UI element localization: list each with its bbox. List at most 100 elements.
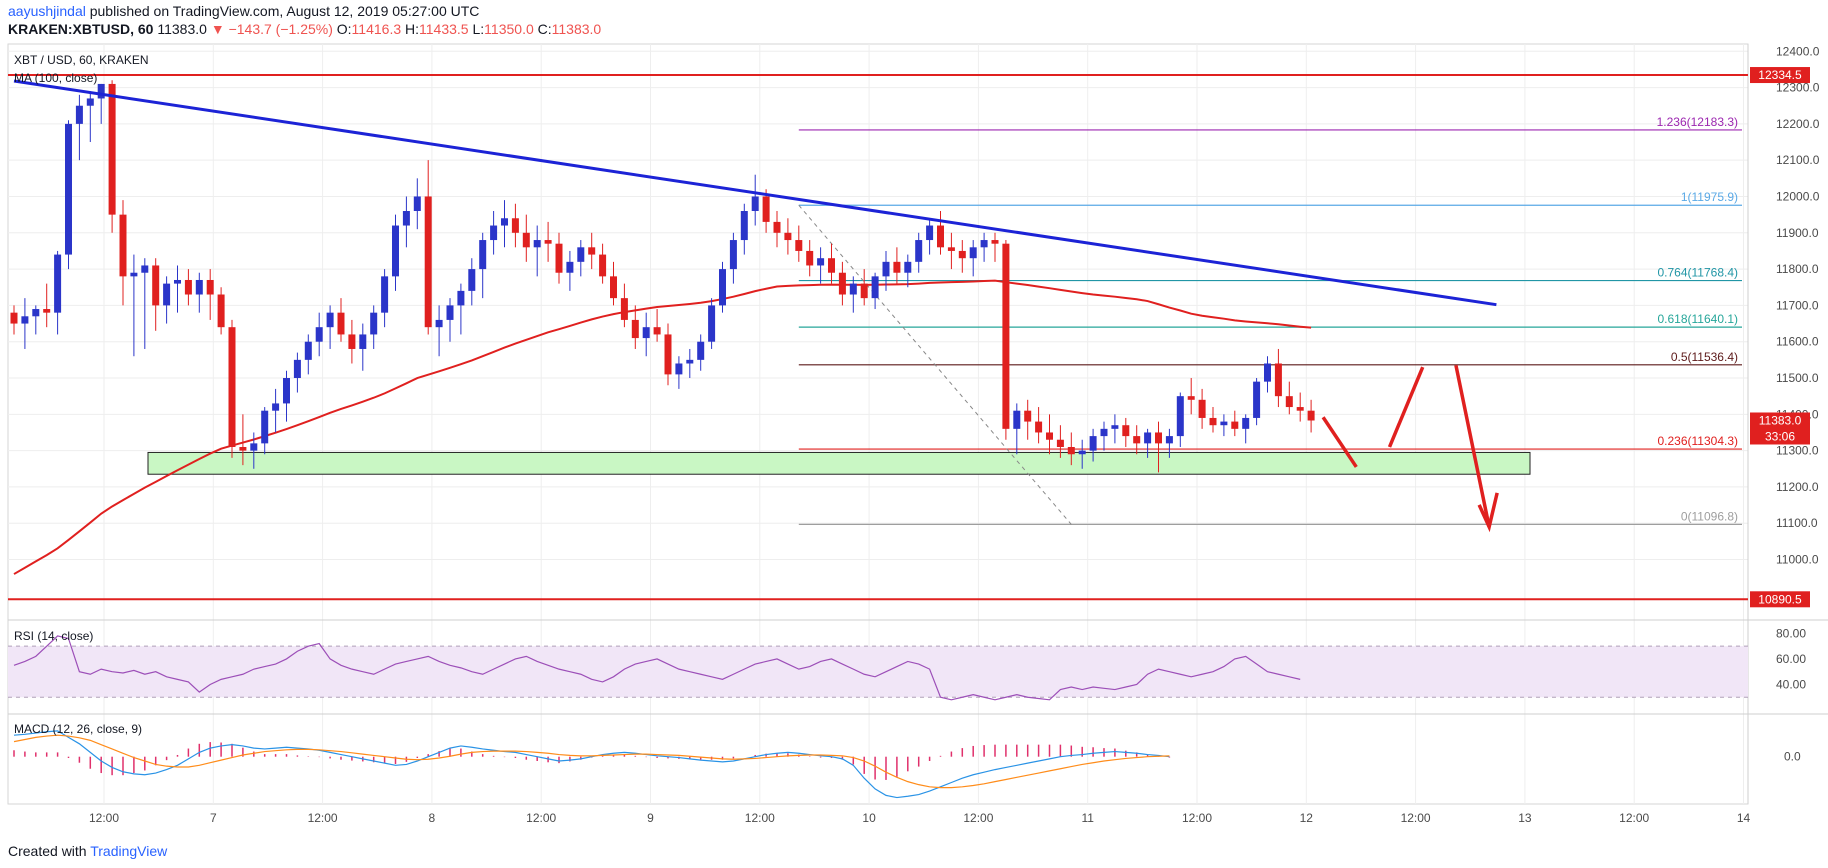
bar-countdown-label: 33:06 [1765,429,1795,443]
candle-body [947,247,955,251]
trendline [13,79,1497,307]
candle-body [1100,428,1108,437]
candle-body [958,250,966,259]
candle-body [457,290,465,306]
x-tick-label: 9 [647,811,654,825]
candle-body [1089,436,1097,451]
candle-body [21,316,29,324]
rsi-pane-label: RSI (14, close) [14,629,93,643]
candle-body [784,232,792,241]
candle-body [392,225,399,277]
candle-body [293,359,301,379]
created-with: Created with [8,843,87,859]
x-tick-label: 14 [1737,811,1751,825]
candle-body [1285,396,1293,408]
x-tick-label: 12:00 [963,811,993,825]
candle-body [217,294,225,328]
signal-line [13,734,1170,789]
candle-body [511,218,519,233]
level-price-tag [1750,67,1810,84]
candle-body [32,309,40,317]
candle-body [326,312,334,328]
candle-body [490,225,498,241]
fib-level-label: 0.5(11536.4) [1671,350,1738,364]
candle-body [708,305,716,342]
fib-level-label: 0.764(11768.4) [1657,266,1738,280]
open-label: O: [336,21,352,37]
price-pane[interactable]: 1.236(12183.3) 1(11975.9) 0.764(11768.4) 0.… [8,74,1748,601]
y-tick-label: 11000.0 [1776,553,1819,567]
candle-body [174,279,181,284]
y-tick-label: 12200.0 [1776,117,1820,131]
candle-body [272,403,280,411]
y-tick-label: 12400.0 [1776,44,1820,58]
candle-body [75,105,83,124]
candle-body [195,279,203,295]
candle-body [544,240,552,244]
current-price-label: 11383.0 [1759,413,1802,427]
low-label: L: [472,21,485,37]
projection-arrow [1321,416,1358,468]
candle-body [969,247,977,259]
candle-body [860,283,868,299]
candle-body [1046,432,1053,440]
candle-body [915,240,923,262]
candle-body [926,225,934,241]
author-link[interactable]: aayushjindal [8,3,86,19]
candle-body [304,341,312,360]
fib-level-label: 1(11975.9) [1681,190,1738,204]
y-tick-label: 11500.0 [1776,371,1819,385]
candle-body [817,258,825,266]
y-tick-label: 11900.0 [1776,226,1819,240]
fib-level-label: 0.618(11640.1) [1657,312,1738,326]
y-tick-label: 12000.0 [1776,189,1820,203]
candle-body [108,83,116,215]
macd-pane-label: MACD (12, 26, close, 9) [14,722,142,736]
candle-body [1122,425,1130,437]
candle-body [871,276,879,299]
publish-info: aayushjindal published on TradingView.co… [8,3,479,19]
rsi-pane[interactable] [13,635,1301,701]
candle-body [1274,363,1282,397]
y-tick-label: 11200.0 [1776,480,1819,494]
x-tick-label: 12:00 [1401,811,1431,825]
ma-pane-label: MA (100, close) [14,71,97,85]
high-value: 11433.5 [419,21,469,37]
rsi-band-fill [8,646,1748,698]
rsi-line [13,635,1301,701]
candle-body [1024,410,1032,422]
high-label: H: [405,21,420,37]
level-price-label: 12334.5 [1758,68,1802,82]
candle-body [1035,421,1043,433]
candle-body [1111,425,1119,429]
low-value: 11350.0 [484,21,534,37]
candle-body [1187,396,1195,400]
tradingview-logo[interactable]: TradingView [90,843,168,859]
candle-body [610,276,617,299]
candle-body [653,327,661,335]
publish-text: published on TradingView.com, August 12,… [89,3,480,19]
macd-pane[interactable] [13,730,1171,799]
x-tick-label: 10 [862,811,876,825]
candle-body [588,247,596,255]
candle-body [762,196,770,222]
macd-tick-label: 0.0 [1784,750,1801,764]
candle-body [882,261,890,277]
candle-body [468,269,476,291]
candle-body [631,319,639,339]
x-tick-label: 11 [1081,811,1094,825]
symbol-pane-label: XBT / USD, 60, KRAKEN [14,53,149,67]
candle-body [206,279,214,295]
candle-body [1220,421,1228,426]
candle-body [381,276,389,313]
candle-body [86,98,94,106]
open-value: 11416.3 [351,21,402,37]
candle-body [1067,446,1075,455]
candle-body [522,232,530,248]
close-label: C: [537,21,552,37]
y-tick-label: 11100.0 [1776,516,1818,530]
y-tick-label: 11700.0 [1776,298,1819,312]
candle-body [577,247,585,262]
candle-body [141,265,149,273]
